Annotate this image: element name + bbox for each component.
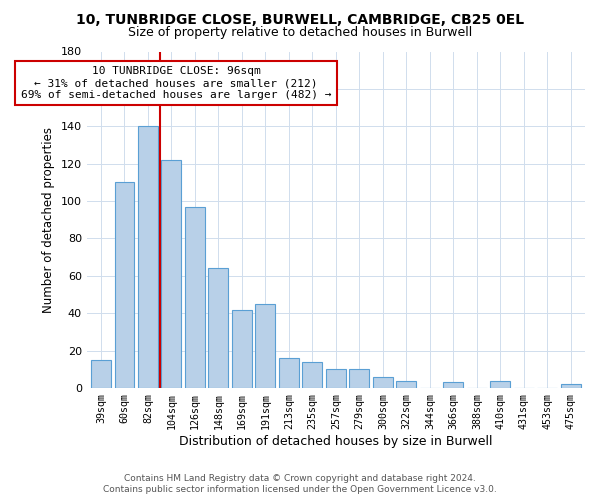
Bar	[397, 380, 416, 388]
Bar	[256, 304, 275, 388]
Bar	[91, 360, 111, 388]
Bar	[208, 268, 229, 388]
Bar	[232, 310, 252, 388]
Bar	[115, 182, 134, 388]
Bar	[161, 160, 181, 388]
Bar	[561, 384, 581, 388]
Bar	[443, 382, 463, 388]
Bar	[490, 380, 511, 388]
Bar	[326, 370, 346, 388]
Text: Size of property relative to detached houses in Burwell: Size of property relative to detached ho…	[128, 26, 472, 39]
Bar	[349, 370, 370, 388]
Bar	[279, 358, 299, 388]
Y-axis label: Number of detached properties: Number of detached properties	[43, 127, 55, 313]
Text: 10, TUNBRIDGE CLOSE, BURWELL, CAMBRIDGE, CB25 0EL: 10, TUNBRIDGE CLOSE, BURWELL, CAMBRIDGE,…	[76, 12, 524, 26]
Bar	[138, 126, 158, 388]
Bar	[373, 377, 393, 388]
Text: 10 TUNBRIDGE CLOSE: 96sqm
← 31% of detached houses are smaller (212)
69% of semi: 10 TUNBRIDGE CLOSE: 96sqm ← 31% of detac…	[21, 66, 331, 100]
X-axis label: Distribution of detached houses by size in Burwell: Distribution of detached houses by size …	[179, 434, 493, 448]
Text: Contains HM Land Registry data © Crown copyright and database right 2024.
Contai: Contains HM Land Registry data © Crown c…	[103, 474, 497, 494]
Bar	[302, 362, 322, 388]
Bar	[185, 206, 205, 388]
